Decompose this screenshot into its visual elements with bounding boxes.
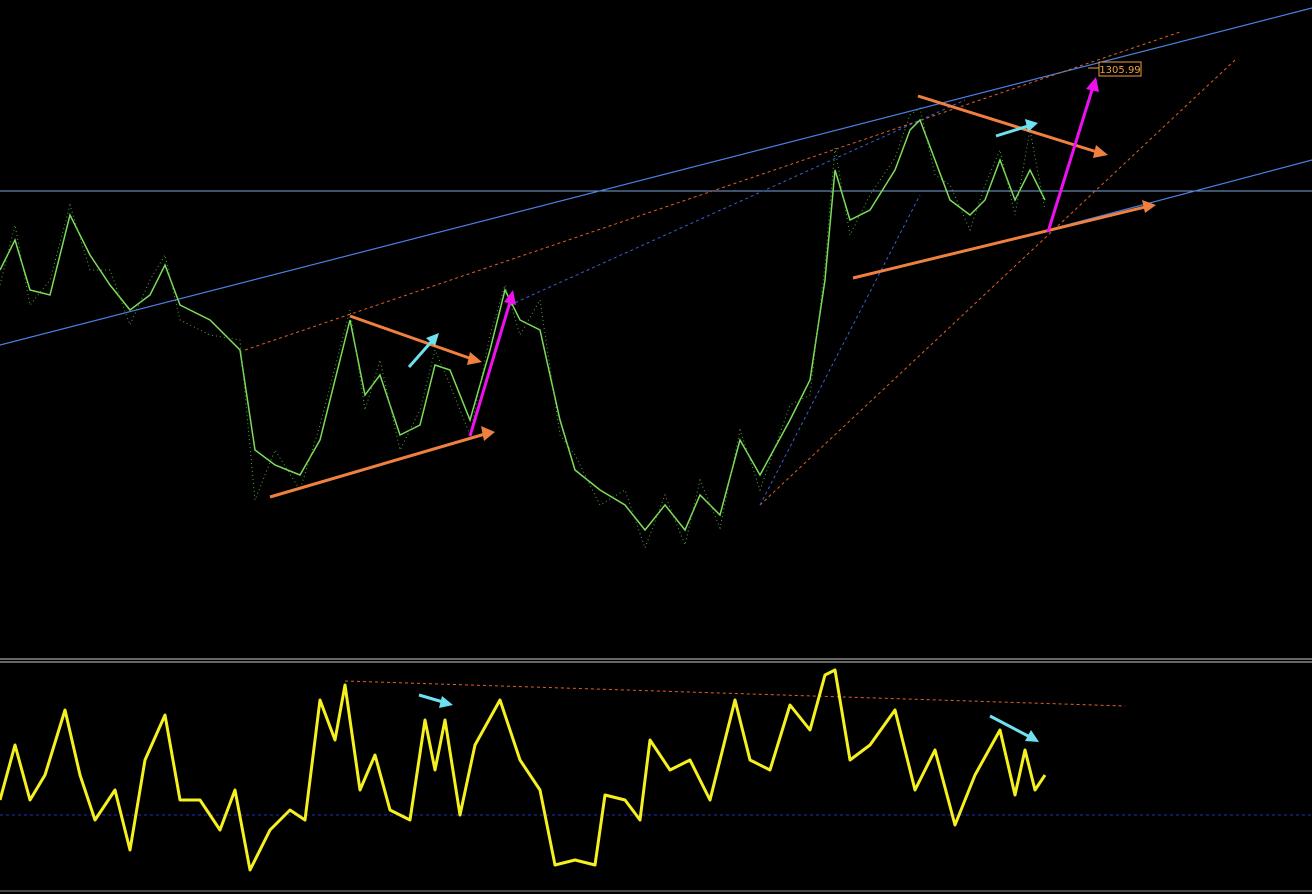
dotted-blue-1 (509, 99, 966, 306)
dotted-support (759, 59, 1236, 506)
oscillator-series (0, 668, 1047, 872)
cyan-arrows (407, 119, 1039, 742)
orange-arrows (269, 94, 1156, 499)
dotted-blue-2 (759, 194, 921, 506)
channel-upper (0, 7, 1312, 346)
price-label: 1305.99 (1099, 65, 1140, 76)
dotted-resistance (244, 31, 1181, 351)
price-wicks (0, 107, 1046, 550)
magenta-arrows (468, 77, 1099, 437)
price-label-box (1098, 61, 1142, 77)
price-series (0, 118, 1046, 532)
oscillator-trend (344, 680, 1126, 707)
